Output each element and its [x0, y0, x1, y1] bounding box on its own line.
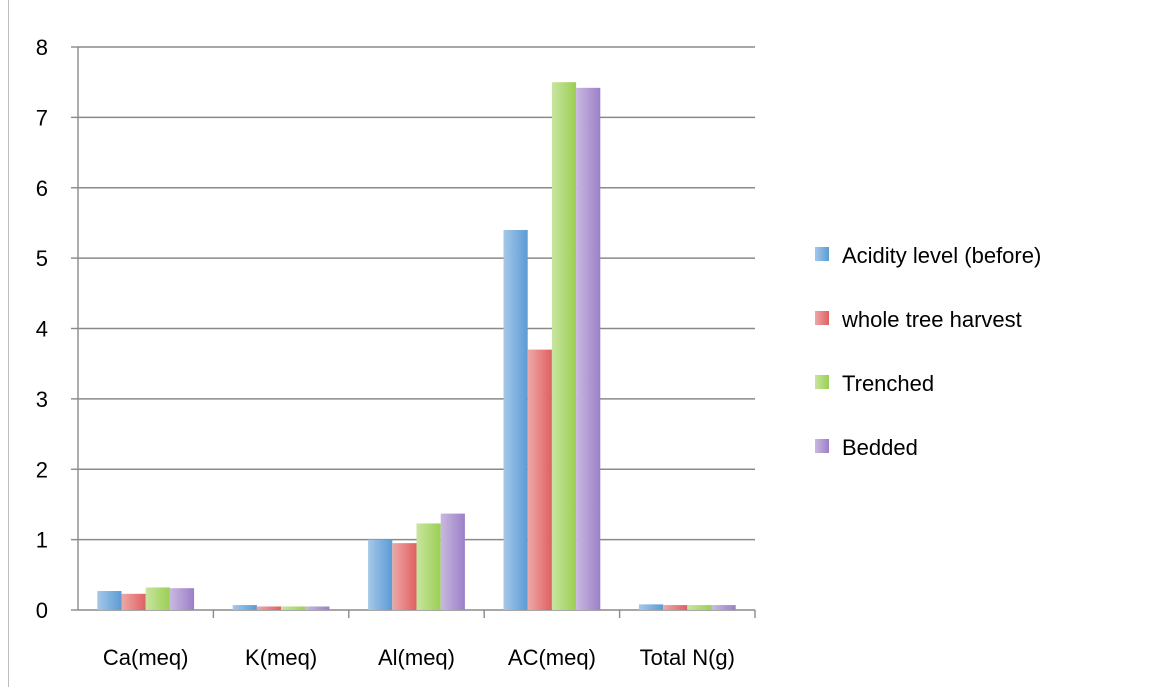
- legend-label: Trenched: [842, 371, 934, 396]
- bar: [305, 606, 330, 610]
- bar: [576, 87, 601, 610]
- legend-label: Acidity level (before): [842, 243, 1041, 268]
- y-tick-label: 1: [36, 528, 48, 553]
- bar: [392, 543, 417, 610]
- y-tick-label: 8: [36, 35, 48, 60]
- bar: [503, 229, 528, 610]
- bar: [638, 604, 664, 610]
- legend-swatch: [815, 247, 829, 261]
- y-tick-label: 2: [36, 457, 48, 482]
- bar: [281, 606, 306, 610]
- bar: [416, 523, 441, 610]
- y-tick-label: 7: [36, 105, 48, 130]
- y-tick-label: 4: [36, 317, 48, 342]
- bar: [121, 593, 146, 610]
- x-tick-label: Ca(meq): [103, 645, 189, 670]
- y-tick-label: 0: [36, 598, 48, 623]
- bar: [368, 539, 393, 610]
- x-tick-label: K(meq): [245, 645, 317, 670]
- bar: [169, 588, 195, 610]
- x-tick-label: Al(meq): [378, 645, 455, 670]
- legend-swatch: [815, 439, 829, 453]
- left-border-line: [8, 0, 9, 687]
- x-tick-label: Total N(g): [640, 645, 735, 670]
- bar: [440, 513, 465, 610]
- x-tick-label: AC(meq): [508, 645, 596, 670]
- legend-label: whole tree harvest: [841, 307, 1022, 332]
- y-tick-label: 3: [36, 387, 48, 412]
- y-tick-label: 5: [36, 246, 48, 271]
- bar: [711, 605, 736, 610]
- bar: [97, 590, 122, 610]
- legend-label: Bedded: [842, 435, 918, 460]
- bar: [145, 587, 170, 610]
- bar: [256, 606, 282, 610]
- bar: [663, 605, 688, 610]
- legend-swatch: [815, 375, 829, 389]
- bar: [527, 349, 552, 610]
- bar: [232, 605, 257, 610]
- bar: [687, 605, 712, 610]
- bar: [551, 82, 577, 610]
- legend-swatch: [815, 311, 829, 325]
- y-tick-label: 6: [36, 176, 48, 201]
